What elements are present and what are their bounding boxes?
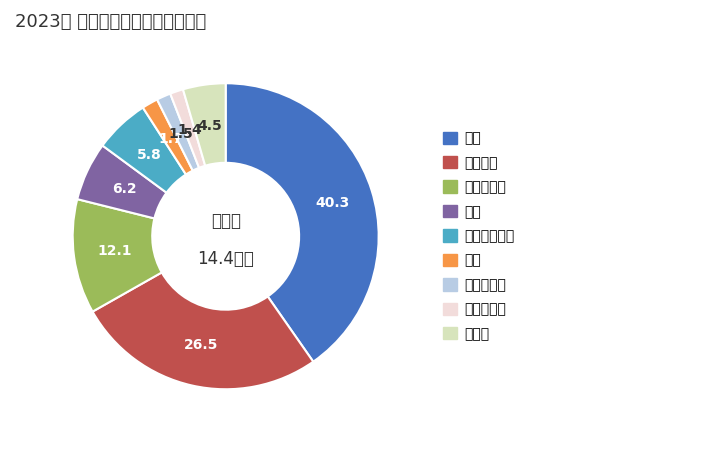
Text: 12.1: 12.1: [98, 244, 132, 258]
Text: 4.5: 4.5: [197, 119, 222, 133]
Wedge shape: [157, 94, 199, 171]
Wedge shape: [73, 199, 162, 312]
Text: 26.5: 26.5: [183, 338, 218, 352]
Wedge shape: [226, 83, 379, 362]
Text: 1.4: 1.4: [178, 123, 202, 137]
Text: 1.7: 1.7: [158, 132, 183, 146]
Wedge shape: [77, 145, 167, 218]
Legend: 中国, ベトナム, ミャンマー, 韓国, インドネシア, 香港, カンボジア, フィリピン, その他: 中国, ベトナム, ミャンマー, 韓国, インドネシア, 香港, カンボジア, …: [443, 131, 514, 341]
Wedge shape: [183, 83, 226, 166]
Text: 14.4億円: 14.4億円: [197, 250, 254, 268]
Text: 2023年 輸出相手国のシェア（％）: 2023年 輸出相手国のシェア（％）: [15, 14, 206, 32]
Wedge shape: [170, 90, 205, 168]
Wedge shape: [143, 99, 193, 175]
Text: 40.3: 40.3: [315, 196, 349, 210]
Text: 1.5: 1.5: [168, 127, 193, 141]
Wedge shape: [92, 272, 313, 389]
Text: 6.2: 6.2: [112, 182, 137, 196]
Wedge shape: [103, 108, 186, 193]
Text: 5.8: 5.8: [137, 148, 162, 162]
Text: 総　額: 総 額: [210, 212, 241, 230]
